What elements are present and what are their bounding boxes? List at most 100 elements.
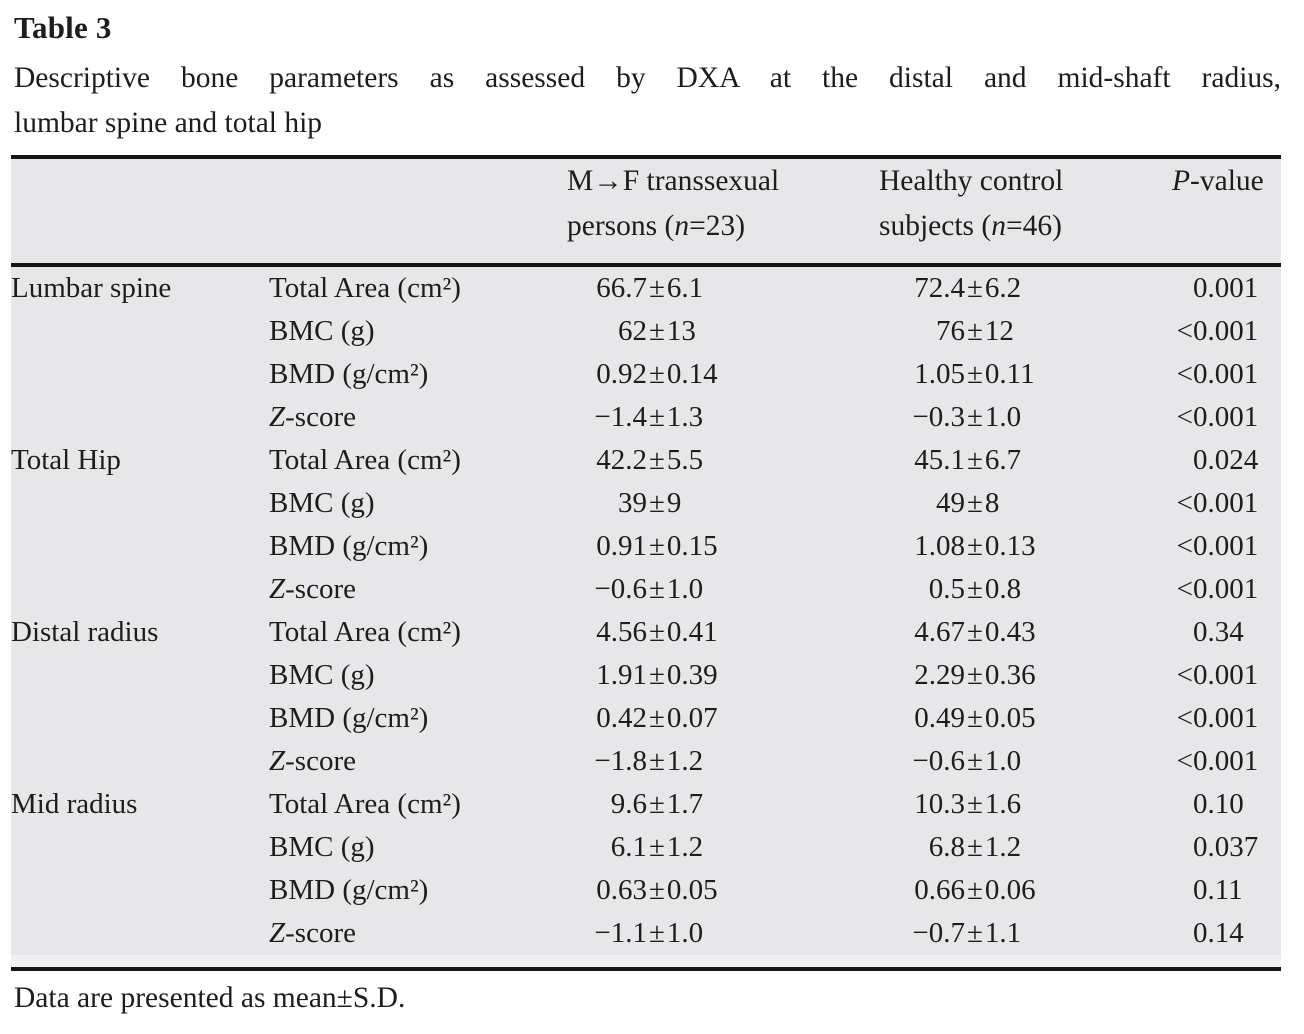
plus-minus-sign: ± <box>967 917 983 949</box>
control-sd-value: 6.2 <box>984 272 1022 304</box>
control-sd-value: 1.1 <box>984 917 1022 949</box>
control-mean-value: 1.05 <box>914 358 965 390</box>
transsexual-sd-value: 0.14 <box>666 358 718 390</box>
control-mean-value: −0.7 <box>912 917 965 949</box>
transsexual-sd-value: 1.7 <box>666 788 704 820</box>
control-mean-value: 4.67 <box>914 616 965 648</box>
parameter-label: -score <box>285 401 356 433</box>
table-row: Z-score −1.4±1.3 −0.3±1.0 <0.001 <box>11 396 1281 439</box>
transsexual-sd-value: 9 <box>666 487 682 519</box>
header-control-line2: subjects (n=46) <box>879 210 1062 242</box>
plus-minus-sign: ± <box>649 401 665 433</box>
table-row: BMD (g/cm²) 0.92±0.14 1.05±0.11 <0.001 <box>11 353 1281 396</box>
plus-minus-sign: ± <box>967 487 983 519</box>
parameter-label: BMC (g) <box>269 659 375 691</box>
data-table-wrapper: M→F transsexual persons (n=23) Healthy c… <box>11 155 1281 971</box>
p-value-prefix: < <box>1176 745 1193 777</box>
control-mean-value: −0.3 <box>912 401 965 433</box>
transsexual-sd-value: 1.2 <box>666 745 704 777</box>
p-value: 0.024 <box>1193 444 1259 476</box>
transsexual-mean-value: 0.63 <box>596 874 647 906</box>
parameter-label: BMD (g/cm²) <box>269 358 429 390</box>
p-value-prefix: < <box>1176 487 1193 519</box>
parameter-label: BMD (g/cm²) <box>269 530 429 562</box>
page-title: Table 3 <box>14 10 112 45</box>
control-sd-value: 1.2 <box>984 831 1022 863</box>
parameter-label: BMC (g) <box>269 315 375 347</box>
control-sd-value: 6.7 <box>984 444 1022 476</box>
transsexual-sd-value: 0.07 <box>666 702 718 734</box>
table-row: Z-score −1.8±1.2 −0.6±1.0 <0.001 <box>11 740 1281 783</box>
parameter-label: -score <box>285 917 356 949</box>
table-row: Z-score −0.6±1.0 0.5±0.8 <0.001 <box>11 568 1281 611</box>
plus-minus-sign: ± <box>649 917 665 949</box>
p-value: 0.037 <box>1193 831 1259 863</box>
plus-minus-sign: ± <box>649 702 665 734</box>
p-value: 0.001 <box>1193 573 1259 605</box>
table-row: Z-score −1.1±1.0 −0.7±1.1 0.14 <box>11 912 1281 955</box>
p-value: 0.001 <box>1193 745 1259 777</box>
p-value: 0.001 <box>1193 315 1259 347</box>
transsexual-sd-value: 6.1 <box>666 272 704 304</box>
control-sd-value: 0.06 <box>984 874 1036 906</box>
control-mean-value: 6.8 <box>928 831 965 863</box>
table-row: BMC (g) 1.91±0.39 2.29±0.36 <0.001 <box>11 654 1281 697</box>
control-mean-value: −0.6 <box>912 745 965 777</box>
plus-minus-sign: ± <box>649 659 665 691</box>
plus-minus-sign: ± <box>967 444 983 476</box>
p-value-prefix: < <box>1176 315 1193 347</box>
parameter-label-italic: Z <box>269 745 286 777</box>
plus-minus-sign: ± <box>967 315 983 347</box>
transsexual-sd-value: 0.05 <box>666 874 718 906</box>
transsexual-sd-value: 0.39 <box>666 659 718 691</box>
parameter-label: Total Area (cm²) <box>269 444 461 476</box>
plus-minus-sign: ± <box>649 315 665 347</box>
plus-minus-sign: ± <box>967 702 983 734</box>
plus-minus-sign: ± <box>649 358 665 390</box>
p-value: 0.001 <box>1193 702 1259 734</box>
plus-minus-sign: ± <box>967 401 983 433</box>
p-value-prefix: < <box>1176 659 1193 691</box>
p-value-prefix: < <box>1176 702 1193 734</box>
table-footnote: Data are presented as mean±S.D. <box>14 982 406 1014</box>
parameter-label: Total Area (cm²) <box>269 788 461 820</box>
control-mean-value: 0.49 <box>914 702 965 734</box>
p-value: 0.34 <box>1193 616 1244 648</box>
control-mean-value: 72.4 <box>914 272 965 304</box>
p-value-prefix: < <box>1176 358 1193 390</box>
transsexual-sd-value: 5.5 <box>666 444 704 476</box>
p-value: 0.001 <box>1193 272 1259 304</box>
table-row: Mid radius Total Area (cm²) 9.6±1.7 10.3… <box>11 783 1281 826</box>
plus-minus-sign: ± <box>967 530 983 562</box>
transsexual-mean-value: 0.92 <box>596 358 647 390</box>
plus-minus-sign: ± <box>649 487 665 519</box>
header-row: M→F transsexual persons (n=23) Healthy c… <box>11 159 1281 267</box>
plus-minus-sign: ± <box>967 659 983 691</box>
region-label: Distal radius <box>11 616 159 648</box>
transsexual-mean-value: 9.6 <box>610 788 647 820</box>
table-body: Lumbar spine Total Area (cm²) 66.7±6.1 7… <box>11 265 1281 955</box>
transsexual-mean-value: 42.2 <box>596 444 647 476</box>
control-sd-value: 0.05 <box>984 702 1036 734</box>
control-sd-value: 1.0 <box>984 745 1022 777</box>
parameter-label: -score <box>285 573 356 605</box>
p-value-prefix: < <box>1176 573 1193 605</box>
plus-minus-sign: ± <box>967 831 983 863</box>
control-mean-value: 2.29 <box>914 659 965 691</box>
parameter-label: BMD (g/cm²) <box>269 702 429 734</box>
p-value: 0.001 <box>1193 401 1259 433</box>
plus-minus-sign: ± <box>967 272 983 304</box>
transsexual-sd-value: 0.41 <box>666 616 718 648</box>
transsexual-mean-value: −1.4 <box>594 401 647 433</box>
parameter-label: BMD (g/cm²) <box>269 874 429 906</box>
p-value: 0.11 <box>1193 874 1243 906</box>
transsexual-sd-value: 1.2 <box>666 831 704 863</box>
control-mean-value: 49 <box>936 487 965 519</box>
table-row: BMC (g) 6.1±1.2 6.8±1.2 0.037 <box>11 826 1281 869</box>
parameter-label-italic: Z <box>269 917 286 949</box>
plus-minus-sign: ± <box>967 788 983 820</box>
parameter-label: Total Area (cm²) <box>269 616 461 648</box>
control-sd-value: 0.36 <box>984 659 1036 691</box>
p-value: 0.10 <box>1193 788 1244 820</box>
bone-parameters-table: M→F transsexual persons (n=23) Healthy c… <box>11 159 1281 955</box>
